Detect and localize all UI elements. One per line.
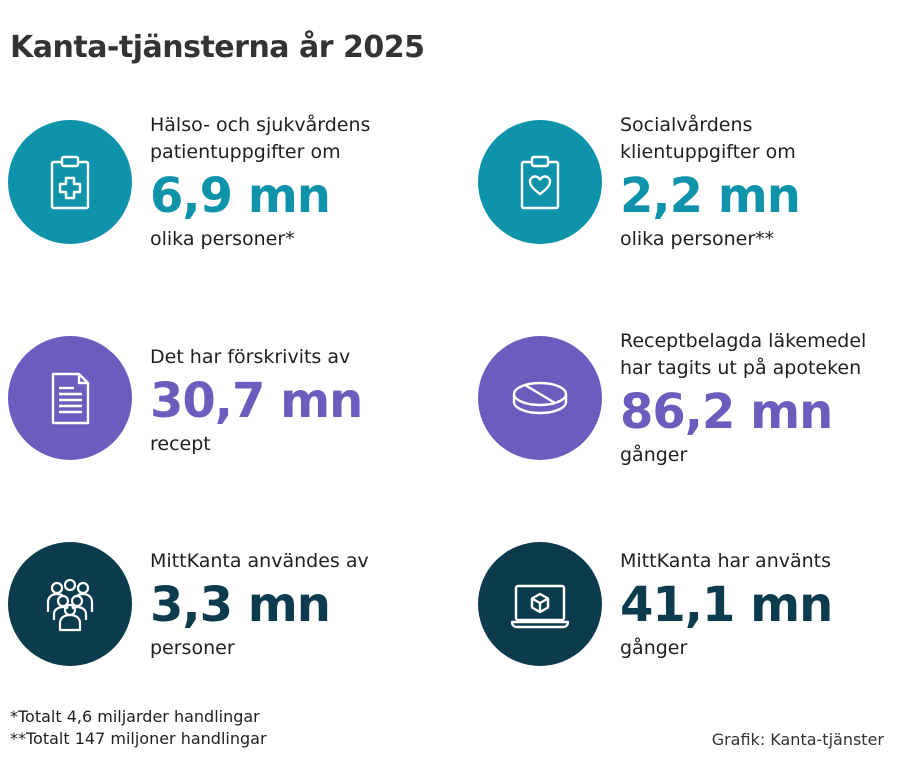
stat-sub: personer (150, 637, 235, 659)
footnote: **Totalt 147 miljoner handlingar (10, 729, 267, 748)
stat-text: Socialvårdens klientuppgifter om 2,2 mn … (620, 112, 900, 252)
stat-icon-circle (8, 336, 132, 460)
stat-label: patientuppgifter om (150, 141, 341, 163)
stat-label: Hälso- och sjukvårdens (150, 114, 371, 136)
footnotes: *Totalt 4,6 miljarder handlingar **Total… (10, 706, 267, 750)
stat-text: MittKanta har använts 41,1 mn gånger (620, 548, 900, 661)
clipboard-heart-icon (520, 155, 560, 210)
people-group-icon (46, 578, 94, 632)
stat-patient-records: Hälso- och sjukvårdens patientuppgifter … (8, 114, 438, 250)
page-title: Kanta-tjänsterna år 2025 (10, 30, 425, 65)
pill-icon (512, 381, 568, 415)
stat-label: Receptbelagda läkemedel (620, 330, 867, 352)
stat-sub: gånger (620, 444, 688, 466)
stat-value: 3,3 mn (150, 577, 331, 633)
stat-icon-circle (8, 542, 132, 666)
stat-medicines-dispensed: Receptbelagda läkemedel har tagits ut på… (478, 330, 900, 466)
stat-label: MittKanta användes av (150, 550, 369, 572)
stat-text: Hälso- och sjukvårdens patientuppgifter … (150, 112, 440, 252)
stat-text: Det har förskrivits av 30,7 mn recept (150, 344, 440, 457)
stat-label: har tagits ut på apoteken (620, 357, 862, 379)
stat-label: Det har förskrivits av (150, 346, 351, 368)
stat-label: MittKanta har använts (620, 550, 832, 572)
stat-sub: olika personer* (150, 228, 295, 250)
stat-text: MittKanta användes av 3,3 mn personer (150, 548, 440, 661)
stat-mittkanta-usage: MittKanta har använts 41,1 mn gånger (478, 542, 900, 672)
stat-label: klientuppgifter om (620, 141, 796, 163)
stat-value: 2,2 mn (620, 168, 801, 224)
stat-value: 30,7 mn (150, 373, 363, 429)
stat-icon-circle (8, 120, 132, 244)
stat-sub: gånger (620, 637, 688, 659)
stat-text: Receptbelagda läkemedel har tagits ut på… (620, 328, 900, 468)
stat-value: 86,2 mn (620, 384, 833, 440)
stat-client-records: Socialvårdens klientuppgifter om 2,2 mn … (478, 114, 900, 250)
footnote: *Totalt 4,6 miljarder handlingar (10, 707, 260, 726)
stat-sub: olika personer** (620, 228, 775, 250)
graphic-credit: Grafik: Kanta-tjänster (711, 730, 884, 749)
stat-value: 41,1 mn (620, 577, 833, 633)
stat-mittkanta-users: MittKanta användes av 3,3 mn personer (8, 542, 438, 672)
stat-label: Socialvårdens (620, 114, 753, 136)
stat-value: 6,9 mn (150, 168, 331, 224)
laptop-cube-icon (510, 584, 570, 629)
stat-sub: recept (150, 433, 211, 455)
stat-icon-circle (478, 120, 602, 244)
document-icon (51, 372, 90, 425)
stat-icon-circle (478, 336, 602, 460)
stat-prescriptions: Det har förskrivits av 30,7 mn recept (8, 336, 438, 466)
stat-icon-circle (478, 542, 602, 666)
clipboard-plus-icon (50, 155, 90, 210)
